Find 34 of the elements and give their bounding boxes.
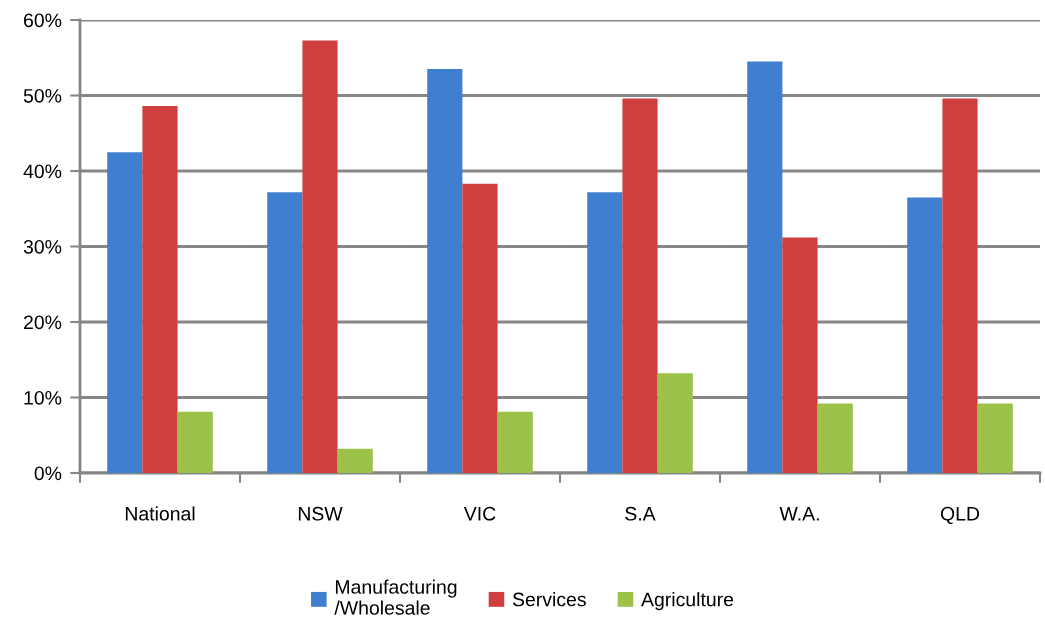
x-tick-label: VIC (463, 506, 496, 521)
x-tick-label: NSW (298, 506, 343, 521)
y-tick-label: 20% (24, 315, 62, 330)
bar (977, 403, 1013, 473)
bar (587, 192, 623, 473)
x-tick-label: W.A. (779, 507, 819, 521)
y-tick-label: 40% (23, 164, 62, 179)
legend-label: Agriculture (641, 592, 734, 611)
bar (907, 197, 943, 473)
bar (817, 403, 853, 473)
bar (267, 192, 303, 473)
legend-label: Manufacturing /Wholesale (334, 579, 457, 615)
bar (497, 411, 533, 473)
bar (142, 106, 178, 473)
bar (622, 98, 658, 473)
bar (302, 40, 338, 473)
bar (177, 411, 213, 473)
legend-label: Services (512, 592, 586, 607)
bar (462, 183, 498, 473)
bar (427, 69, 463, 473)
x-tick-label: S.A (625, 506, 656, 521)
x-tick-label: National (125, 506, 195, 521)
bar (782, 237, 818, 473)
y-tick-label: 30% (23, 239, 62, 254)
bar (942, 98, 978, 473)
y-tick-label: 0% (34, 466, 62, 481)
y-tick-label: 10% (24, 390, 62, 405)
bar (657, 373, 693, 473)
bar (747, 61, 783, 473)
bar (107, 152, 143, 473)
y-tick-label: 60% (24, 13, 62, 28)
y-tick-label: 50% (23, 88, 62, 103)
bar (337, 448, 373, 473)
x-tick-label: QLD (940, 506, 980, 525)
